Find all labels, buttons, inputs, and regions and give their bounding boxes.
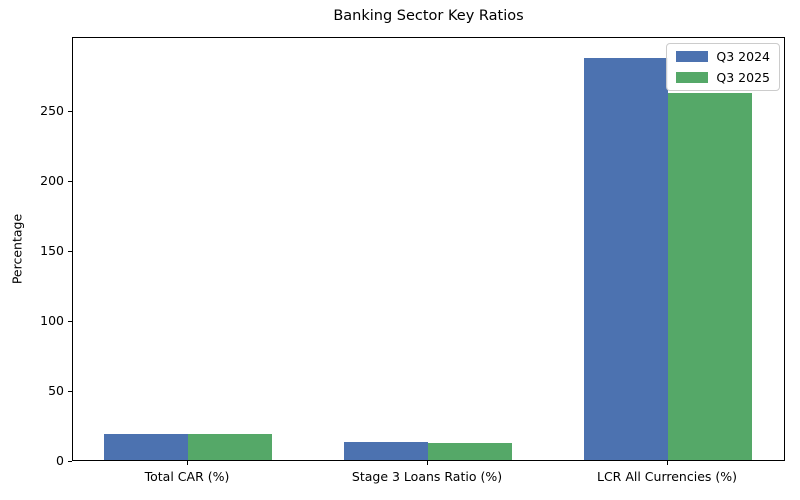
legend-swatch bbox=[676, 51, 709, 62]
x-tick-mark bbox=[666, 461, 668, 465]
y-tick-mark bbox=[68, 250, 72, 252]
y-tick-label: 50 bbox=[48, 383, 64, 398]
legend: Q3 2024 Q3 2025 bbox=[666, 43, 780, 91]
y-tick-label: 0 bbox=[56, 453, 64, 468]
y-tick-label: 250 bbox=[40, 103, 64, 119]
x-tick-mark bbox=[186, 461, 188, 465]
legend-swatch bbox=[676, 72, 709, 83]
plot-area: Q3 2024 Q3 2025 bbox=[72, 37, 785, 461]
x-tick-label: LCR All Currencies (%) bbox=[596, 469, 738, 484]
legend-entry: Q3 2025 bbox=[676, 70, 770, 85]
legend-label: Q3 2024 bbox=[716, 49, 770, 64]
x-tick-label: Stage 3 Loans Ratio (%) bbox=[351, 469, 503, 484]
y-tick-label: 200 bbox=[40, 173, 64, 189]
y-tick-mark bbox=[68, 320, 72, 322]
y-tick-mark bbox=[68, 110, 72, 112]
bar-q3-2024-cat2 bbox=[584, 58, 668, 460]
legend-entry: Q3 2024 bbox=[676, 49, 770, 64]
y-tick-mark bbox=[68, 460, 72, 462]
y-tick-label: 150 bbox=[40, 243, 64, 259]
y-tick-label: 100 bbox=[40, 313, 64, 329]
y-tick-mark bbox=[68, 180, 72, 182]
bar-q3-2024-cat1 bbox=[344, 441, 428, 460]
bar-q3-2024-cat0 bbox=[104, 433, 188, 460]
legend-label: Q3 2025 bbox=[716, 70, 770, 85]
bar-q3-2025-cat2 bbox=[668, 93, 752, 460]
bar-q3-2025-cat1 bbox=[428, 443, 512, 460]
x-tick-mark bbox=[426, 461, 428, 465]
y-tick-mark bbox=[68, 390, 72, 392]
x-tick-label: Total CAR (%) bbox=[144, 469, 230, 484]
bar-q3-2025-cat0 bbox=[188, 433, 272, 460]
chart-title: Banking Sector Key Ratios bbox=[333, 8, 524, 24]
